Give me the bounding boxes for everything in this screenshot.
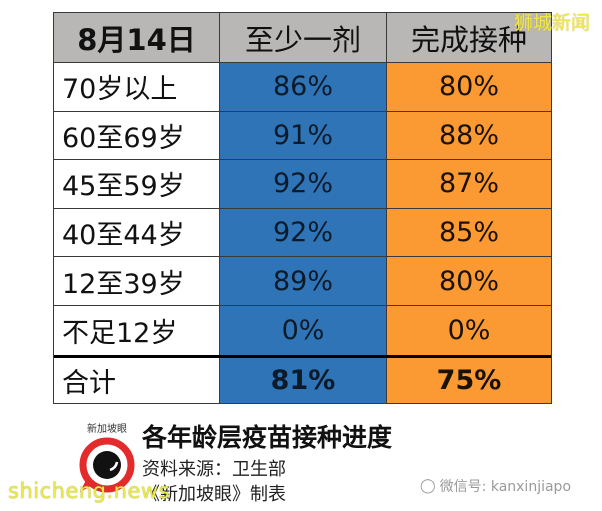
dose-value: 86% <box>220 63 387 111</box>
header-fully-vaccinated: 完成接种 <box>387 13 551 62</box>
header-at-least-one-dose: 至少一剂 <box>220 13 387 62</box>
table-header-row: 8月14日 至少一剂 完成接种 <box>54 13 551 63</box>
table-row: 12至39岁 89% 80% <box>54 257 551 306</box>
vaccination-table: 8月14日 至少一剂 完成接种 70岁以上 86% 80% 60至69岁 91%… <box>53 12 552 404</box>
footer-source: 资料来源：卫生部 <box>142 459 286 480</box>
table-row: 70岁以上 86% 80% <box>54 63 551 112</box>
wechat-id: 微信号: kanxinjiapo <box>439 479 572 495</box>
table-row: 60至69岁 91% 88% <box>54 111 551 161</box>
table-total-row: 合计 81% 75% <box>54 354 551 403</box>
dose-value: 89% <box>220 257 387 305</box>
footer-title: 各年龄层疫苗接种进度 <box>142 423 393 452</box>
footer-credit: 《新加坡眼》制表 <box>142 484 286 505</box>
total-complete-value: 75% <box>387 357 551 403</box>
age-group: 12至39岁 <box>54 257 220 305</box>
table-row: 45至59岁 92% 87% <box>54 160 551 209</box>
table-row: 不足12岁 0% 0% <box>54 305 551 355</box>
dose-value: 92% <box>220 208 387 257</box>
age-group: 70岁以上 <box>54 63 220 111</box>
wechat-watermark: ◯ 微信号: kanxinjiapo <box>420 476 571 496</box>
age-group: 60至69岁 <box>54 111 220 160</box>
dose-value: 92% <box>220 160 387 208</box>
age-group: 40至44岁 <box>54 208 220 257</box>
age-group: 不足12岁 <box>54 305 220 355</box>
site-watermark: shicheng.news <box>8 479 171 503</box>
dose-value: 0% <box>220 305 387 355</box>
complete-value: 80% <box>387 257 551 305</box>
complete-value: 88% <box>387 111 551 160</box>
logo-text: 新加坡眼 <box>87 422 127 435</box>
shicheng-watermark: 狮城新闻 <box>513 12 590 34</box>
wechat-icon: ◯ <box>420 478 436 494</box>
age-group: 45至59岁 <box>54 160 220 208</box>
xinjiapoyan-logo-icon: 新加坡眼 <box>70 420 144 494</box>
header-date: 8月14日 <box>54 13 220 62</box>
complete-value: 80% <box>387 63 551 111</box>
complete-value: 85% <box>387 208 551 257</box>
total-label: 合计 <box>54 357 220 403</box>
dose-value: 91% <box>220 111 387 160</box>
complete-value: 87% <box>387 160 551 208</box>
table-row: 40至44岁 92% 85% <box>54 208 551 258</box>
complete-value: 0% <box>387 305 551 355</box>
total-dose-value: 81% <box>220 357 387 403</box>
